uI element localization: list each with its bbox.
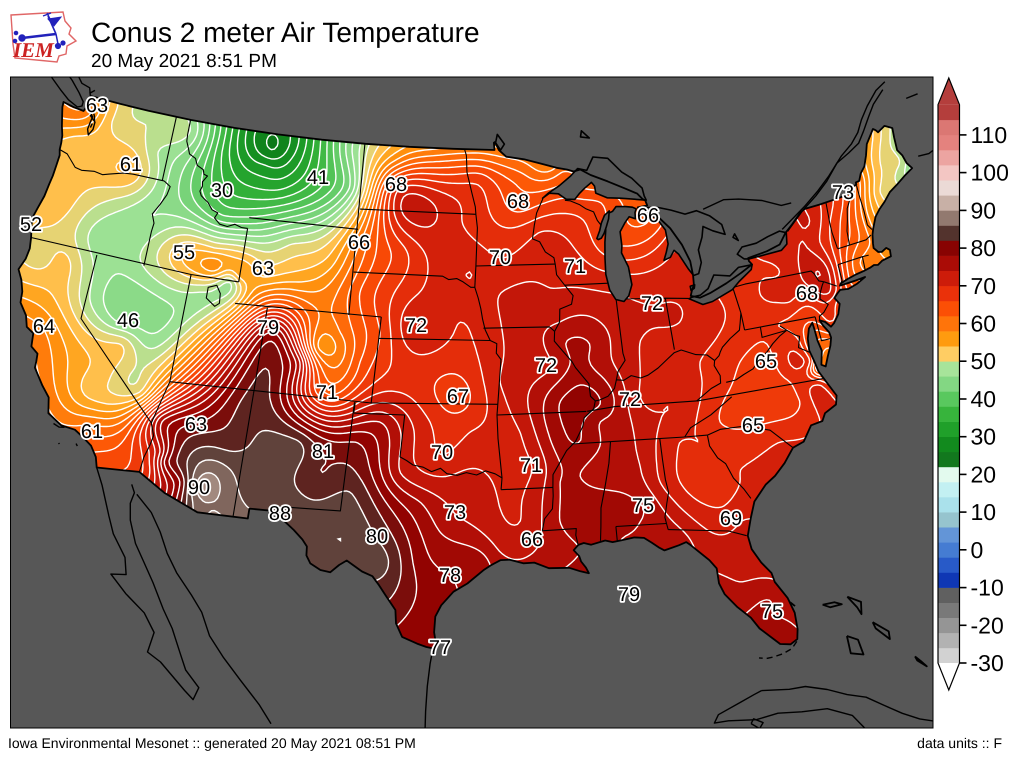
svg-text:72: 72 [405, 315, 427, 337]
svg-text:77: 77 [429, 637, 451, 659]
svg-text:69: 69 [720, 508, 742, 530]
svg-text:0: 0 [971, 537, 984, 563]
svg-text:70: 70 [971, 273, 997, 299]
svg-text:Iowa Environmental Mesonet ::: Iowa Environmental Mesonet :: generated … [8, 735, 416, 751]
svg-text:90: 90 [971, 197, 997, 223]
svg-text:41: 41 [307, 167, 329, 189]
svg-text:75: 75 [632, 495, 654, 517]
svg-text:88: 88 [269, 503, 291, 525]
svg-text:73: 73 [832, 182, 854, 204]
svg-text:65: 65 [755, 351, 777, 373]
svg-text:78: 78 [439, 565, 461, 587]
svg-text:81: 81 [312, 441, 334, 463]
svg-text:40: 40 [971, 386, 997, 412]
svg-text:71: 71 [316, 382, 338, 404]
svg-text:79: 79 [618, 584, 640, 606]
svg-text:20: 20 [971, 461, 997, 487]
svg-text:71: 71 [520, 455, 542, 477]
svg-text:68: 68 [507, 191, 529, 213]
svg-text:75: 75 [761, 601, 783, 623]
svg-text:80: 80 [366, 526, 388, 548]
svg-text:100: 100 [971, 160, 1009, 186]
svg-text:Conus 2 meter Air Temperature: Conus 2 meter Air Temperature [91, 17, 480, 48]
svg-text:110: 110 [971, 122, 1008, 148]
svg-text:68: 68 [796, 283, 818, 305]
svg-text:90: 90 [188, 477, 210, 499]
svg-text:70: 70 [431, 442, 453, 464]
svg-text:63: 63 [86, 95, 108, 117]
svg-text:55: 55 [173, 242, 195, 264]
svg-text:72: 72 [641, 293, 663, 315]
svg-text:-30: -30 [971, 650, 1004, 676]
svg-text:70: 70 [489, 247, 511, 269]
svg-text:10: 10 [971, 499, 997, 525]
svg-text:66: 66 [637, 205, 659, 227]
svg-text:80: 80 [971, 235, 997, 261]
svg-text:73: 73 [444, 502, 466, 524]
svg-text:66: 66 [521, 529, 543, 551]
svg-text:IEM: IEM [12, 38, 55, 62]
svg-text:50: 50 [971, 348, 997, 374]
svg-text:-20: -20 [971, 612, 1004, 638]
svg-text:30: 30 [971, 424, 997, 450]
svg-text:60: 60 [971, 311, 997, 337]
svg-text:61: 61 [81, 421, 103, 443]
svg-text:20 May 2021 8:51 PM: 20 May 2021 8:51 PM [91, 51, 277, 72]
svg-text:65: 65 [742, 415, 764, 437]
svg-text:71: 71 [564, 256, 586, 278]
svg-text:68: 68 [385, 174, 407, 196]
svg-text:30: 30 [211, 180, 233, 202]
svg-text:67: 67 [447, 386, 469, 408]
svg-text:66: 66 [348, 232, 370, 254]
svg-text:61: 61 [120, 154, 142, 176]
svg-text:-10: -10 [971, 575, 1004, 601]
svg-text:64: 64 [33, 316, 55, 338]
svg-text:72: 72 [535, 355, 557, 377]
svg-text:data units :: F: data units :: F [917, 735, 1002, 751]
svg-text:46: 46 [117, 310, 139, 332]
svg-text:52: 52 [20, 214, 42, 236]
svg-text:72: 72 [619, 389, 641, 411]
svg-text:79: 79 [257, 317, 279, 339]
svg-text:63: 63 [252, 258, 274, 280]
svg-text:63: 63 [185, 414, 207, 436]
